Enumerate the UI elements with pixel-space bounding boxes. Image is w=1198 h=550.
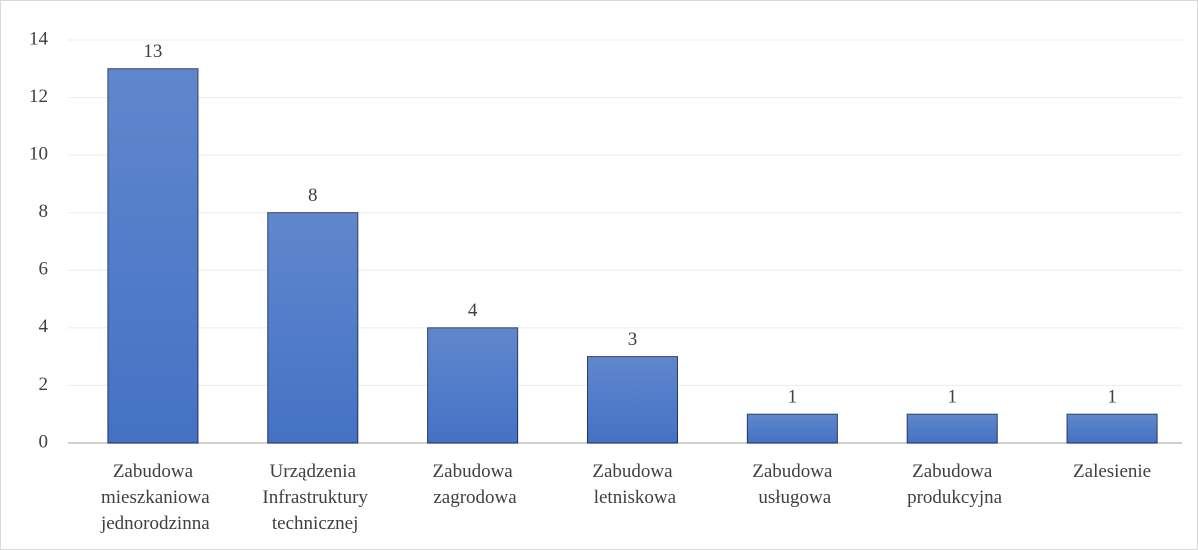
bar-shine <box>1067 414 1158 443</box>
bar-shine <box>747 414 838 443</box>
value-label: 1 <box>1107 387 1117 408</box>
y-tick-label: 14 <box>29 28 49 49</box>
x-tick-label: Zalesienie <box>1073 461 1151 482</box>
bar-shine <box>427 327 518 443</box>
x-tick-label: Zabudowa usługowa <box>752 461 833 508</box>
x-tick-label: Zabudowa produkcyjna <box>902 461 1002 508</box>
y-tick-label: 10 <box>29 144 48 165</box>
bar-shine <box>907 414 998 443</box>
value-label: 4 <box>468 300 478 321</box>
y-tick-label: 8 <box>39 201 49 222</box>
bar-shine <box>107 68 198 444</box>
x-tick-label: Zabudowa mieszkaniowa jednorodzinna <box>96 461 210 534</box>
y-tick-label: 12 <box>29 86 48 107</box>
x-tick-label: Zabudowa zagrodowa <box>429 461 518 508</box>
value-label: 1 <box>947 387 957 408</box>
value-label: 3 <box>628 329 638 350</box>
value-label: 8 <box>308 185 318 206</box>
bar-shine <box>587 356 678 443</box>
bar-shine <box>267 212 358 443</box>
x-tick-label: Urządzenia Infrastruktury technicznej <box>258 461 369 534</box>
y-tick-label: 0 <box>39 431 49 452</box>
x-tick-label: Zabudowa letniskowa <box>589 461 677 508</box>
value-label: 13 <box>143 41 162 62</box>
value-label: 1 <box>788 387 798 408</box>
y-tick-label: 6 <box>39 259 49 280</box>
y-tick-label: 2 <box>39 374 49 395</box>
y-tick-label: 4 <box>39 316 49 337</box>
